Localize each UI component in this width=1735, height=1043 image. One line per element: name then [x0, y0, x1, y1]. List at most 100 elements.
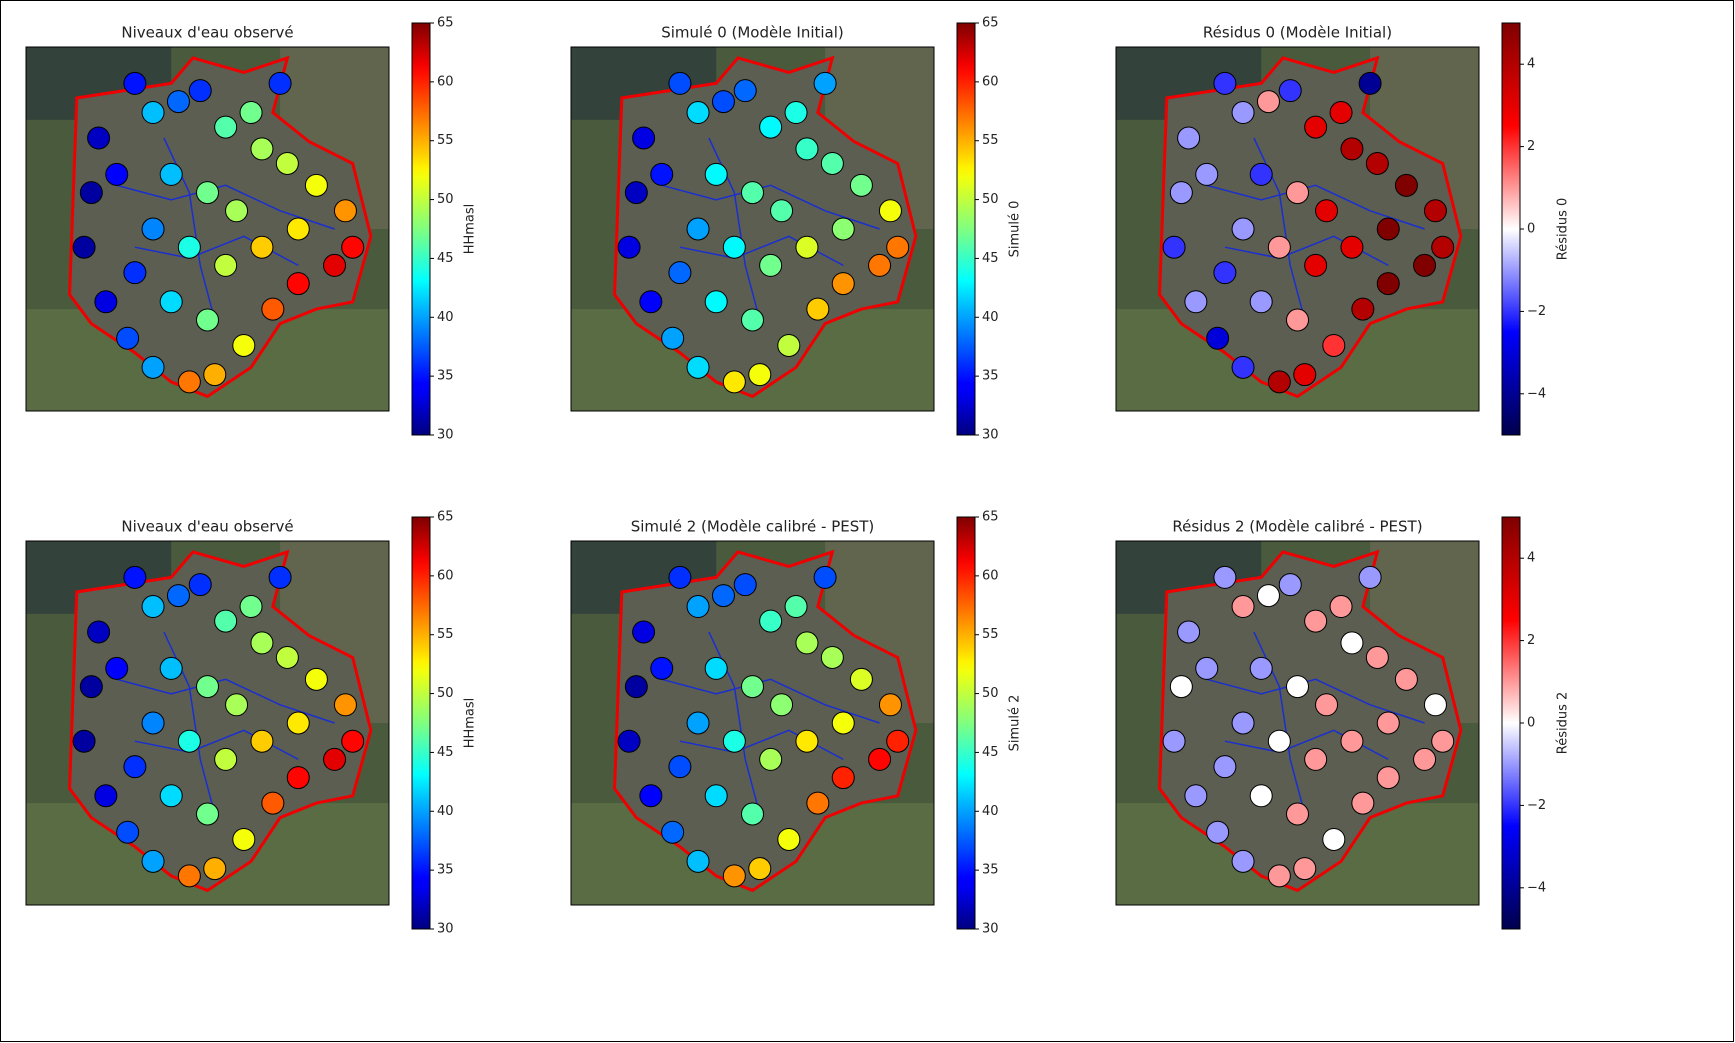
panel: Résidus 0 (Modèle Initial)−4−2024Résidus…	[1116, 23, 1571, 435]
observation-point	[197, 803, 219, 825]
observation-point	[1395, 668, 1417, 690]
colorbar-tick-label: 2	[1527, 139, 1535, 154]
observation-point	[106, 163, 128, 185]
observation-point	[1232, 356, 1254, 378]
observation-point	[269, 72, 291, 94]
observation-point	[1359, 566, 1381, 588]
colorbar-tick-label: 4	[1527, 57, 1535, 72]
observation-point	[1395, 174, 1417, 196]
observation-point	[1366, 152, 1388, 174]
observation-point	[1305, 254, 1327, 276]
observation-point	[167, 91, 189, 113]
observation-point	[178, 730, 200, 752]
observation-point	[1341, 138, 1363, 160]
observation-point	[251, 236, 273, 258]
colorbar-tick-label: 30	[982, 428, 999, 443]
observation-point	[80, 676, 102, 698]
colorbar-tick-label: 55	[437, 133, 454, 148]
observation-point	[95, 785, 117, 807]
observation-point	[1352, 298, 1374, 320]
colorbar-tick-label: 60	[437, 74, 454, 89]
observation-point	[1232, 218, 1254, 240]
colorbar-label: Simulé 0	[1008, 201, 1023, 258]
observation-point	[742, 309, 764, 331]
observation-point	[1250, 657, 1272, 679]
observation-point	[633, 621, 655, 643]
colorbar-tick-label: 50	[437, 192, 454, 207]
observation-point	[723, 236, 745, 258]
observation-point	[760, 254, 782, 276]
observation-point	[1268, 371, 1290, 393]
colorbar-tick-label: −2	[1527, 304, 1546, 319]
observation-point	[879, 694, 901, 716]
colorbar-tick-label: 2	[1527, 633, 1535, 648]
observation-point	[178, 236, 200, 258]
colorbar-tick-label: 40	[982, 804, 999, 819]
observation-point	[734, 80, 756, 102]
colorbar-tick-label: 45	[437, 745, 454, 760]
observation-point	[334, 694, 356, 716]
observation-point	[778, 828, 800, 850]
colorbar	[1502, 517, 1520, 929]
observation-point	[1185, 785, 1207, 807]
observation-point	[796, 236, 818, 258]
observation-point	[342, 236, 364, 258]
colorbar-tick-label: 65	[437, 510, 454, 525]
colorbar	[1502, 23, 1520, 435]
observation-point	[687, 102, 709, 124]
observation-point	[160, 163, 182, 185]
observation-point	[1330, 102, 1352, 124]
panel-title: Résidus 0 (Modèle Initial)	[1203, 24, 1392, 42]
observation-point	[80, 182, 102, 204]
observation-point	[1432, 236, 1454, 258]
observation-point	[124, 566, 146, 588]
observation-point	[742, 803, 764, 825]
observation-point	[251, 730, 273, 752]
observation-point	[1232, 596, 1254, 618]
observation-point	[1432, 730, 1454, 752]
observation-point	[1316, 694, 1338, 716]
observation-point	[1178, 127, 1200, 149]
observation-point	[1279, 574, 1301, 596]
colorbar-tick-label: 50	[982, 192, 999, 207]
observation-point	[879, 200, 901, 222]
observation-point	[124, 756, 146, 778]
observation-point	[723, 865, 745, 887]
observation-point	[734, 574, 756, 596]
observation-point	[1287, 803, 1309, 825]
observation-point	[117, 327, 139, 349]
observation-point	[1323, 828, 1345, 850]
observation-point	[869, 254, 891, 276]
colorbar-tick-label: 50	[982, 686, 999, 701]
colorbar-label: HHmasl	[463, 204, 478, 255]
observation-point	[1294, 858, 1316, 880]
observation-point	[160, 291, 182, 313]
colorbar-tick-label: 35	[982, 369, 999, 384]
observation-point	[821, 646, 843, 668]
observation-point	[160, 785, 182, 807]
observation-point	[687, 850, 709, 872]
observation-point	[1232, 850, 1254, 872]
observation-point	[240, 596, 262, 618]
observation-point	[117, 821, 139, 843]
observation-point	[1414, 748, 1436, 770]
colorbar	[412, 23, 430, 435]
observation-point	[189, 80, 211, 102]
observation-point	[832, 218, 854, 240]
colorbar-tick-label: 35	[982, 863, 999, 878]
observation-point	[796, 730, 818, 752]
observation-point	[662, 821, 684, 843]
observation-point	[712, 585, 734, 607]
observation-point	[832, 273, 854, 295]
observation-point	[662, 327, 684, 349]
observation-point	[1257, 91, 1279, 113]
observation-point	[73, 236, 95, 258]
colorbar-tick-label: 50	[437, 686, 454, 701]
colorbar-tick-label: 30	[437, 428, 454, 443]
observation-point	[262, 298, 284, 320]
colorbar-tick-label: 0	[1527, 222, 1535, 237]
observation-point	[1352, 792, 1374, 814]
observation-point	[625, 676, 647, 698]
observation-point	[687, 218, 709, 240]
colorbar-tick-label: 30	[982, 922, 999, 937]
